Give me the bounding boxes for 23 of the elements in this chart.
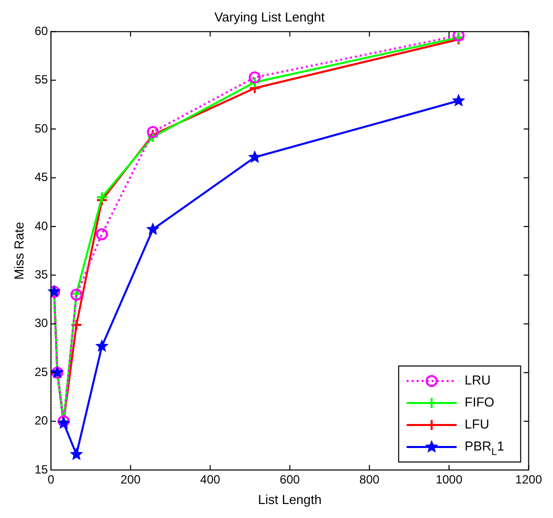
- y-tick-label: 45: [34, 170, 48, 184]
- legend-label: LRU: [464, 372, 491, 388]
- x-tick-label: 400: [200, 472, 221, 487]
- x-tick-label: 200: [120, 472, 141, 487]
- chart-title: Varying List Lenght: [214, 9, 326, 24]
- legend-label: FIFO: [464, 394, 494, 410]
- x-tick-label: 800: [359, 472, 380, 487]
- y-tick-label: 40: [34, 218, 48, 233]
- y-tick-label: 60: [34, 24, 48, 38]
- x-axis-title: List Length: [258, 492, 322, 507]
- y-tick-label: 15: [34, 462, 48, 476]
- x-tick-label: 0: [48, 472, 55, 487]
- y-tick-label: 50: [34, 121, 48, 136]
- y-tick-label: 30: [34, 316, 48, 330]
- x-tick-label: 1000: [436, 472, 463, 487]
- y-tick-label: 20: [34, 414, 48, 428]
- x-tick-label: 600: [280, 472, 300, 487]
- y-tick-label: 35: [34, 267, 48, 282]
- y-tick-label: 25: [34, 364, 48, 379]
- legend-label: LFU: [464, 416, 490, 432]
- x-tick-label: 1200: [515, 472, 542, 487]
- y-tick-label: 55: [34, 72, 48, 87]
- y-axis-title: Miss Rate: [11, 222, 26, 280]
